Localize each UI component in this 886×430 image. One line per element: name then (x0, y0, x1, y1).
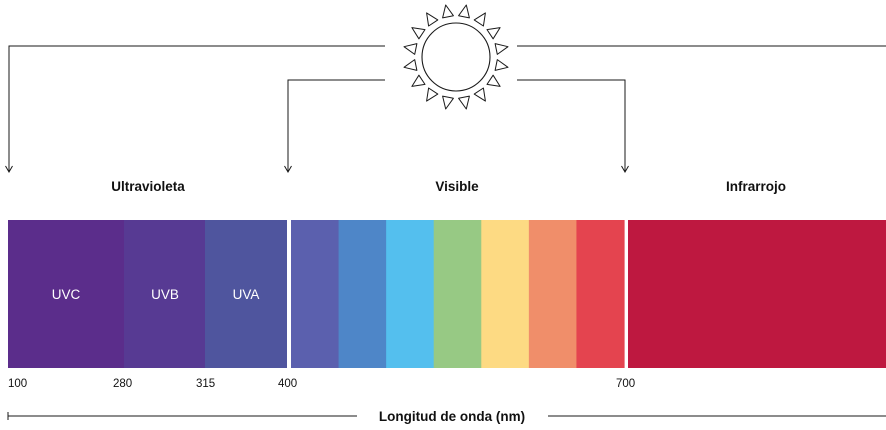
sun-ray-5 (442, 95, 454, 110)
infrared-band (628, 220, 886, 368)
uvb-label: UVB (151, 287, 179, 302)
sun-rays (403, 4, 509, 110)
visible-band-4 (433, 220, 482, 368)
category-ultraviolet: Ultravioleta (111, 179, 185, 194)
visible-band-3 (386, 220, 435, 368)
sun-ray-10 (411, 27, 426, 40)
visible-band-7 (576, 220, 625, 368)
tick-label-100: 100 (8, 378, 27, 390)
wavelength-axis (7, 412, 886, 420)
category-visible: Visible (435, 179, 479, 194)
tick-label-700: 700 (616, 378, 635, 390)
visible-band-1 (291, 220, 340, 368)
arrowhead-2 (284, 165, 292, 173)
uva-band (205, 220, 287, 368)
visible-band-6 (528, 220, 578, 368)
category-infrared: Infrarrojo (726, 179, 786, 194)
sun-ray-12 (442, 4, 454, 19)
sun-ray-13 (458, 4, 470, 19)
connector-visible-end (517, 79, 626, 171)
uvc-band (8, 220, 124, 368)
arrowhead-3 (621, 165, 629, 173)
connector-ultraviolet-near (287, 79, 385, 171)
axis-title: Longitud de onda (nm) (379, 409, 525, 424)
sun-ray-7 (411, 74, 426, 87)
connector-ultraviolet-far (8, 45, 385, 171)
sun-ray-16 (494, 43, 509, 55)
uvc-label: UVC (52, 287, 81, 302)
spectrum-bar (8, 220, 886, 368)
uva-label: UVA (233, 287, 260, 302)
sun-ray-6 (426, 87, 439, 102)
visible-bands (291, 220, 625, 368)
sun-ray-8 (403, 59, 418, 71)
arrowhead-1 (5, 165, 13, 173)
tick-label-400: 400 (278, 378, 297, 390)
sun-ray-3 (473, 87, 486, 102)
sun-ray-14 (473, 12, 486, 27)
sun-ray-2 (486, 74, 501, 87)
tick-label-315: 315 (196, 378, 215, 390)
sun-ray-11 (426, 12, 439, 27)
sun-icon (403, 4, 509, 110)
sun-core (421, 22, 491, 92)
uvb-band (124, 220, 205, 368)
visible-band-2 (338, 220, 387, 368)
sun-ray-9 (403, 43, 418, 55)
tick-label-280: 280 (113, 378, 132, 390)
connector-lines (5, 45, 886, 173)
sun-ray-15 (486, 27, 501, 40)
sun-ray-1 (494, 59, 509, 71)
visible-band-5 (481, 220, 530, 368)
sun-ray-4 (458, 95, 470, 110)
